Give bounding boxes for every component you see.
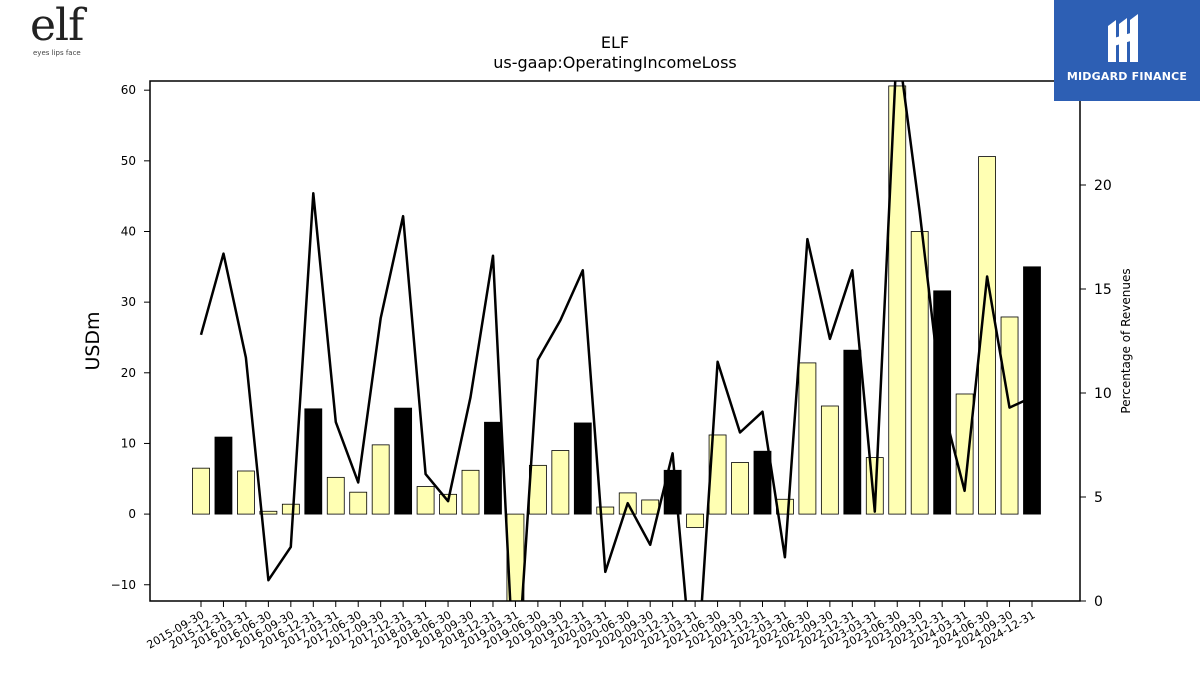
bar-2018-12-31 — [484, 421, 502, 515]
bar-2022-12-31 — [843, 349, 862, 515]
bar-2020-03-31 — [596, 506, 615, 515]
bar-2020-09-30 — [641, 499, 660, 515]
right-axis: 0 5 10 15 20 — [1080, 178, 1112, 610]
y2-tick-label: 15 — [1094, 282, 1112, 298]
bar-2018-06-30 — [439, 493, 457, 515]
y2-tick-label: 10 — [1094, 386, 1112, 402]
publisher-name: MIDGARD FINANCE — [1066, 70, 1188, 83]
bar-2021-03-31 — [686, 513, 705, 528]
bar-2021-12-31 — [753, 450, 772, 515]
bar-2015-12-31 — [214, 436, 233, 515]
bar-2019-12-31 — [573, 422, 592, 515]
bar-2022-06-30 — [798, 362, 817, 515]
y2-tick-label: 5 — [1094, 490, 1103, 506]
y-tick-label: 10 — [121, 436, 136, 450]
midgard-emblem-icon — [1108, 14, 1138, 62]
bar-2017-03-31 — [326, 476, 345, 515]
bars-layer — [192, 85, 1041, 602]
bar-2019-09-30 — [551, 450, 570, 515]
x-axis: 2015-09-302015-12-312016-03-312016-06-30… — [145, 601, 1038, 652]
bar-2022-09-30 — [820, 405, 839, 515]
bar-2021-09-30 — [731, 462, 749, 515]
bar-2015-09-30 — [192, 467, 210, 515]
chart-subtitle: us-gaap:OperatingIncomeLoss — [493, 53, 737, 72]
y-tick-label: 40 — [121, 224, 136, 238]
elf-logo: elf eyes lips face — [30, 4, 100, 64]
bar-2023-09-30 — [910, 231, 929, 515]
midgard-finance-logo: MIDGARD FINANCE — [1054, 0, 1200, 101]
y2-axis-label: Percentage of Revenues — [1119, 268, 1133, 413]
bar-2017-12-31 — [394, 407, 413, 515]
margin-line — [199, 81, 1033, 601]
bar-2017-06-30 — [349, 491, 368, 515]
y-tick-label: −10 — [111, 578, 136, 592]
bar-2016-09-30 — [281, 503, 300, 515]
y-tick-label: 20 — [121, 366, 136, 380]
left-axis: −10 0 10 20 30 40 50 60 — [111, 83, 150, 592]
bar-2016-03-31 — [237, 470, 255, 515]
bar-2024-09-30 — [1000, 316, 1019, 515]
y2-tick-label: 20 — [1094, 178, 1112, 194]
bar-2024-12-31 — [1023, 266, 1041, 515]
bar-2024-06-30 — [978, 156, 996, 515]
y-tick-label: 30 — [121, 295, 136, 309]
y-tick-label: 0 — [128, 507, 136, 521]
y-axis-label: USDm — [82, 311, 104, 370]
y-tick-label: 60 — [121, 83, 136, 97]
bar-2016-12-31 — [304, 408, 323, 515]
elf-logo-tagline: eyes lips face — [33, 49, 81, 57]
line-layer — [199, 81, 1033, 601]
bar-2019-06-30 — [528, 464, 547, 515]
bar-2018-03-31 — [416, 486, 435, 515]
elf-logo-mark: elf — [30, 0, 84, 51]
bar-2024-03-31 — [955, 393, 974, 515]
bar-2018-09-30 — [461, 469, 480, 515]
y-tick-label: 50 — [121, 154, 136, 168]
y2-tick-label: 0 — [1094, 594, 1103, 610]
bar-2017-09-30 — [371, 444, 390, 515]
bar-2023-06-30 — [888, 85, 907, 515]
chart-title: ELF — [601, 33, 629, 52]
plot-frame — [149, 80, 1081, 602]
bar-2016-06-30 — [259, 510, 278, 515]
